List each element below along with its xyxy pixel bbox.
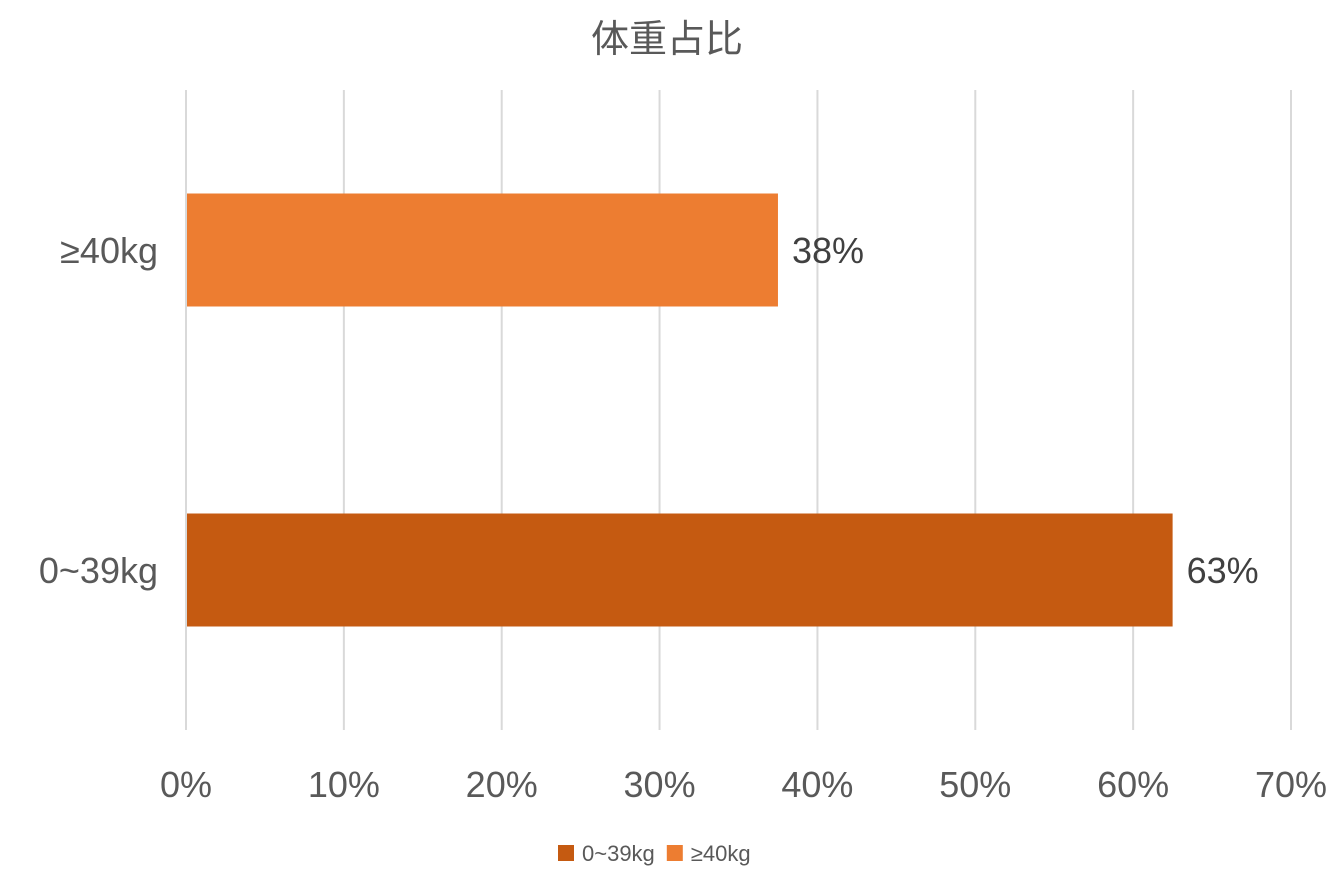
bar-0~39kg	[187, 513, 1173, 627]
chart-title: 体重占比	[591, 19, 743, 61]
legend-label: ≥40kg	[691, 841, 751, 866]
y-axis-categories: 0~39kg ≥40kg	[39, 230, 158, 591]
data-label: 38%	[792, 230, 864, 271]
x-axis-ticks: 0% 10% 20% 30% 40% 50% 60% 70%	[160, 764, 1327, 805]
x-tick-label: 10%	[308, 764, 380, 805]
x-tick-label: 60%	[1097, 764, 1169, 805]
data-label: 63%	[1187, 550, 1259, 591]
category-label: ≥40kg	[60, 230, 158, 271]
x-tick-label: 70%	[1255, 764, 1327, 805]
bar-≥40kg	[187, 193, 778, 307]
x-tick-label: 40%	[781, 764, 853, 805]
x-tick-label: 50%	[939, 764, 1011, 805]
gridlines	[185, 90, 1292, 730]
x-tick-label: 20%	[466, 764, 538, 805]
category-label: 0~39kg	[39, 550, 158, 591]
bars: 63% 38%	[187, 193, 1259, 627]
x-tick-label: 30%	[624, 764, 696, 805]
legend: 0~39kg ≥40kg	[558, 841, 751, 866]
legend-swatch	[558, 845, 574, 861]
legend-label: 0~39kg	[582, 841, 655, 866]
x-tick-label: 0%	[160, 764, 212, 805]
legend-swatch	[666, 845, 683, 861]
